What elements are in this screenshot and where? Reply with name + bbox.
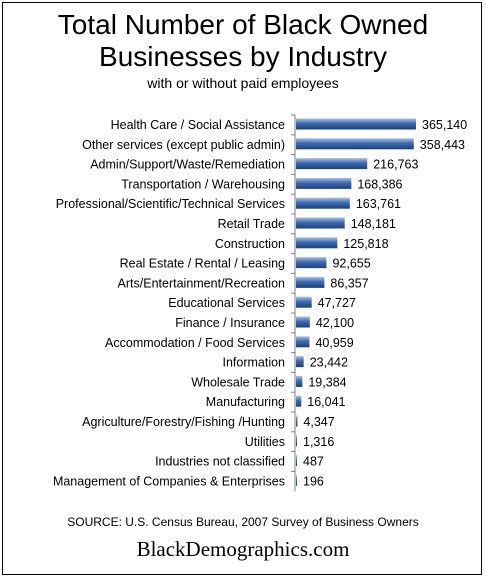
- bar: [296, 177, 352, 189]
- category-label: Agriculture/Forestry/Fishing /Hunting: [82, 415, 285, 429]
- value-label: 1,316: [303, 435, 334, 449]
- category-label: Retail Trade: [218, 217, 285, 231]
- bar: [296, 197, 350, 209]
- bar: [296, 296, 312, 308]
- category-label: Utilities: [245, 435, 285, 449]
- value-label: 40,959: [315, 336, 353, 350]
- value-label: 19,384: [308, 375, 346, 389]
- value-label: 196: [303, 474, 324, 488]
- value-label: 163,761: [356, 197, 401, 211]
- chart-title-line2: Businesses by Industry: [99, 41, 387, 72]
- bar: [296, 336, 310, 348]
- bar: [296, 138, 414, 150]
- bar: [296, 474, 297, 486]
- category-label: Finance / Insurance: [175, 316, 285, 330]
- bar: [296, 455, 297, 467]
- category-label: Educational Services: [168, 296, 285, 310]
- value-label: 148,181: [351, 217, 396, 231]
- bar: [296, 276, 325, 288]
- category-label: Information: [222, 356, 285, 370]
- category-label: Accommodation / Food Services: [105, 336, 285, 350]
- source-note: SOURCE: U.S. Census Bureau, 2007 Survey …: [67, 515, 419, 529]
- value-label: 47,727: [318, 296, 356, 310]
- value-label: 4,347: [303, 415, 334, 429]
- bar: [296, 435, 297, 447]
- value-label: 92,655: [332, 257, 370, 271]
- category-label: Real Estate / Rental / Leasing: [120, 257, 285, 271]
- value-label: 16,041: [307, 395, 345, 409]
- category-label: Industries not classified: [155, 455, 285, 469]
- category-label: Arts/Entertainment/Recreation: [118, 276, 285, 290]
- category-label: Transportation / Warehousing: [121, 177, 285, 191]
- category-label: Other services (except public admin): [82, 138, 285, 152]
- category-label: Professional/Scientific/Technical Servic…: [56, 197, 285, 211]
- chart-frame: [2, 2, 482, 575]
- value-label: 42,100: [316, 316, 354, 330]
- value-label: 365,140: [422, 118, 467, 132]
- category-label: Construction: [215, 237, 285, 251]
- value-label: 216,763: [373, 158, 418, 172]
- category-label: Admin/Support/Waste/Remediation: [90, 158, 285, 172]
- category-label: Management of Companies & Enterprises: [53, 474, 285, 488]
- value-label: 487: [303, 455, 324, 469]
- site-name: BlackDemographics.com: [136, 537, 350, 561]
- chart-subtitle: with or without paid employees: [147, 75, 339, 91]
- bar: [296, 415, 298, 427]
- value-label: 358,443: [420, 138, 465, 152]
- bar: [296, 257, 327, 269]
- bar: [296, 158, 368, 170]
- bar: [296, 395, 302, 407]
- category-label: Wholesale Trade: [191, 375, 285, 389]
- value-label: 23,442: [310, 356, 348, 370]
- value-label: 86,357: [330, 276, 368, 290]
- category-label: Health Care / Social Assistance: [111, 118, 285, 132]
- value-label: 168,386: [357, 177, 402, 191]
- chart-title-line1: Total Number of Black Owned: [57, 9, 429, 40]
- bar: [296, 375, 303, 387]
- bar: [296, 356, 304, 368]
- bar: [296, 217, 345, 229]
- bar: [296, 118, 416, 130]
- value-label: 125,818: [343, 237, 388, 251]
- bar: [296, 316, 310, 328]
- bar: [296, 237, 338, 249]
- category-label: Manufacturing: [206, 395, 285, 409]
